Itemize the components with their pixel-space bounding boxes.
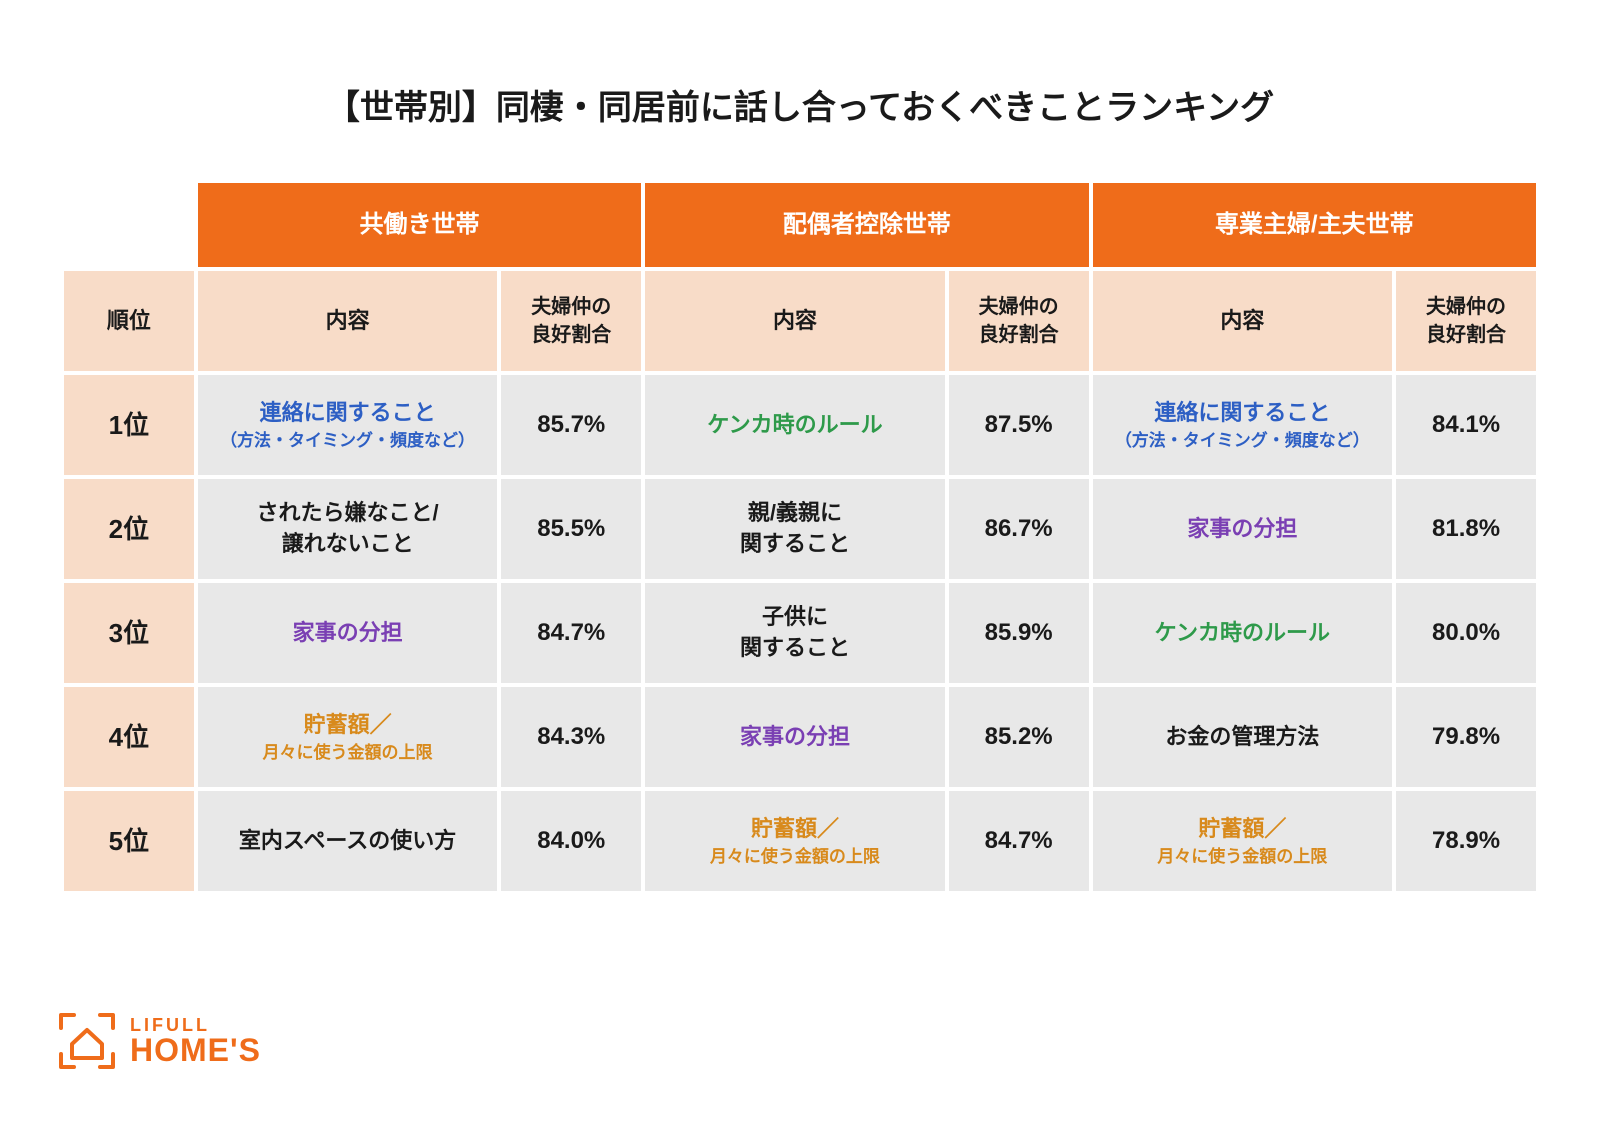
homes-logo-icon <box>58 1012 116 1070</box>
ranking-tbody: 1位連絡に関すること（方法・タイミング・頻度など）85.7%ケンカ時のルール87… <box>64 375 1536 891</box>
ratio-cell: 79.8% <box>1396 687 1536 787</box>
table-row: 1位連絡に関すること（方法・タイミング・頻度など）85.7%ケンカ時のルール87… <box>64 375 1536 475</box>
table-row: 4位貯蓄額／月々に使う金額の上限84.3%家事の分担85.2%お金の管理方法79… <box>64 687 1536 787</box>
content-cell: 室内スペースの使い方 <box>198 791 498 891</box>
sub-head-ratio-1: 夫婦仲の良好割合 <box>501 271 641 371</box>
ratio-cell: 78.9% <box>1396 791 1536 891</box>
ranking-table: 共働き世帯 配偶者控除世帯 専業主婦/主夫世帯 順位 内容 夫婦仲の良好割合 内… <box>60 179 1540 895</box>
ratio-cell: 81.8% <box>1396 479 1536 579</box>
content-cell: ケンカ時のルール <box>1093 583 1393 683</box>
sub-header-row: 順位 内容 夫婦仲の良好割合 内容 夫婦仲の良好割合 内容 夫婦仲の良好割合 <box>64 271 1536 371</box>
sub-head-naiyou-3: 内容 <box>1093 271 1393 371</box>
ratio-cell: 85.2% <box>949 687 1089 787</box>
sub-head-ratio-3: 夫婦仲の良好割合 <box>1396 271 1536 371</box>
ratio-cell: 80.0% <box>1396 583 1536 683</box>
rank-cell: 5位 <box>64 791 194 891</box>
brand-logo-text: LIFULL HOME'S <box>130 1016 261 1066</box>
table-row: 3位家事の分担84.7%子供に関すること85.9%ケンカ時のルール80.0% <box>64 583 1536 683</box>
content-cell: されたら嫌なこと/譲れないこと <box>198 479 498 579</box>
sub-head-naiyou-1: 内容 <box>198 271 498 371</box>
ratio-cell: 84.1% <box>1396 375 1536 475</box>
logo-line-2: HOME'S <box>130 1034 261 1066</box>
blank-corner <box>64 183 194 267</box>
rank-cell: 3位 <box>64 583 194 683</box>
sub-head-ratio-2: 夫婦仲の良好割合 <box>949 271 1089 371</box>
content-cell: 連絡に関すること（方法・タイミング・頻度など） <box>1093 375 1393 475</box>
ratio-cell: 86.7% <box>949 479 1089 579</box>
page-title: 【世帯別】同棲・同居前に話し合っておくべきことランキング <box>60 80 1540 129</box>
content-cell: 子供に関すること <box>645 583 945 683</box>
content-cell: 家事の分担 <box>1093 479 1393 579</box>
ratio-cell: 84.3% <box>501 687 641 787</box>
sub-head-rank: 順位 <box>64 271 194 371</box>
table-row: 2位されたら嫌なこと/譲れないこと85.5%親/義親に関すること86.7%家事の… <box>64 479 1536 579</box>
rank-cell: 1位 <box>64 375 194 475</box>
ratio-cell: 84.7% <box>501 583 641 683</box>
ratio-cell: 85.9% <box>949 583 1089 683</box>
content-cell: 家事の分担 <box>198 583 498 683</box>
content-cell: 貯蓄額／月々に使う金額の上限 <box>645 791 945 891</box>
group-head-2: 配偶者控除世帯 <box>645 183 1088 267</box>
rank-cell: 2位 <box>64 479 194 579</box>
ratio-cell: 85.7% <box>501 375 641 475</box>
group-head-1: 共働き世帯 <box>198 183 641 267</box>
ratio-cell: 85.5% <box>501 479 641 579</box>
group-head-3: 専業主婦/主夫世帯 <box>1093 183 1536 267</box>
ratio-cell: 87.5% <box>949 375 1089 475</box>
content-cell: お金の管理方法 <box>1093 687 1393 787</box>
content-cell: 貯蓄額／月々に使う金額の上限 <box>198 687 498 787</box>
table-row: 5位室内スペースの使い方84.0%貯蓄額／月々に使う金額の上限84.7%貯蓄額／… <box>64 791 1536 891</box>
content-cell: ケンカ時のルール <box>645 375 945 475</box>
content-cell: 連絡に関すること（方法・タイミング・頻度など） <box>198 375 498 475</box>
sub-head-naiyou-2: 内容 <box>645 271 945 371</box>
content-cell: 貯蓄額／月々に使う金額の上限 <box>1093 791 1393 891</box>
brand-logo: LIFULL HOME'S <box>58 1012 261 1070</box>
ratio-cell: 84.7% <box>949 791 1089 891</box>
ratio-cell: 84.0% <box>501 791 641 891</box>
content-cell: 家事の分担 <box>645 687 945 787</box>
group-header-row: 共働き世帯 配偶者控除世帯 専業主婦/主夫世帯 <box>64 183 1536 267</box>
content-cell: 親/義親に関すること <box>645 479 945 579</box>
rank-cell: 4位 <box>64 687 194 787</box>
